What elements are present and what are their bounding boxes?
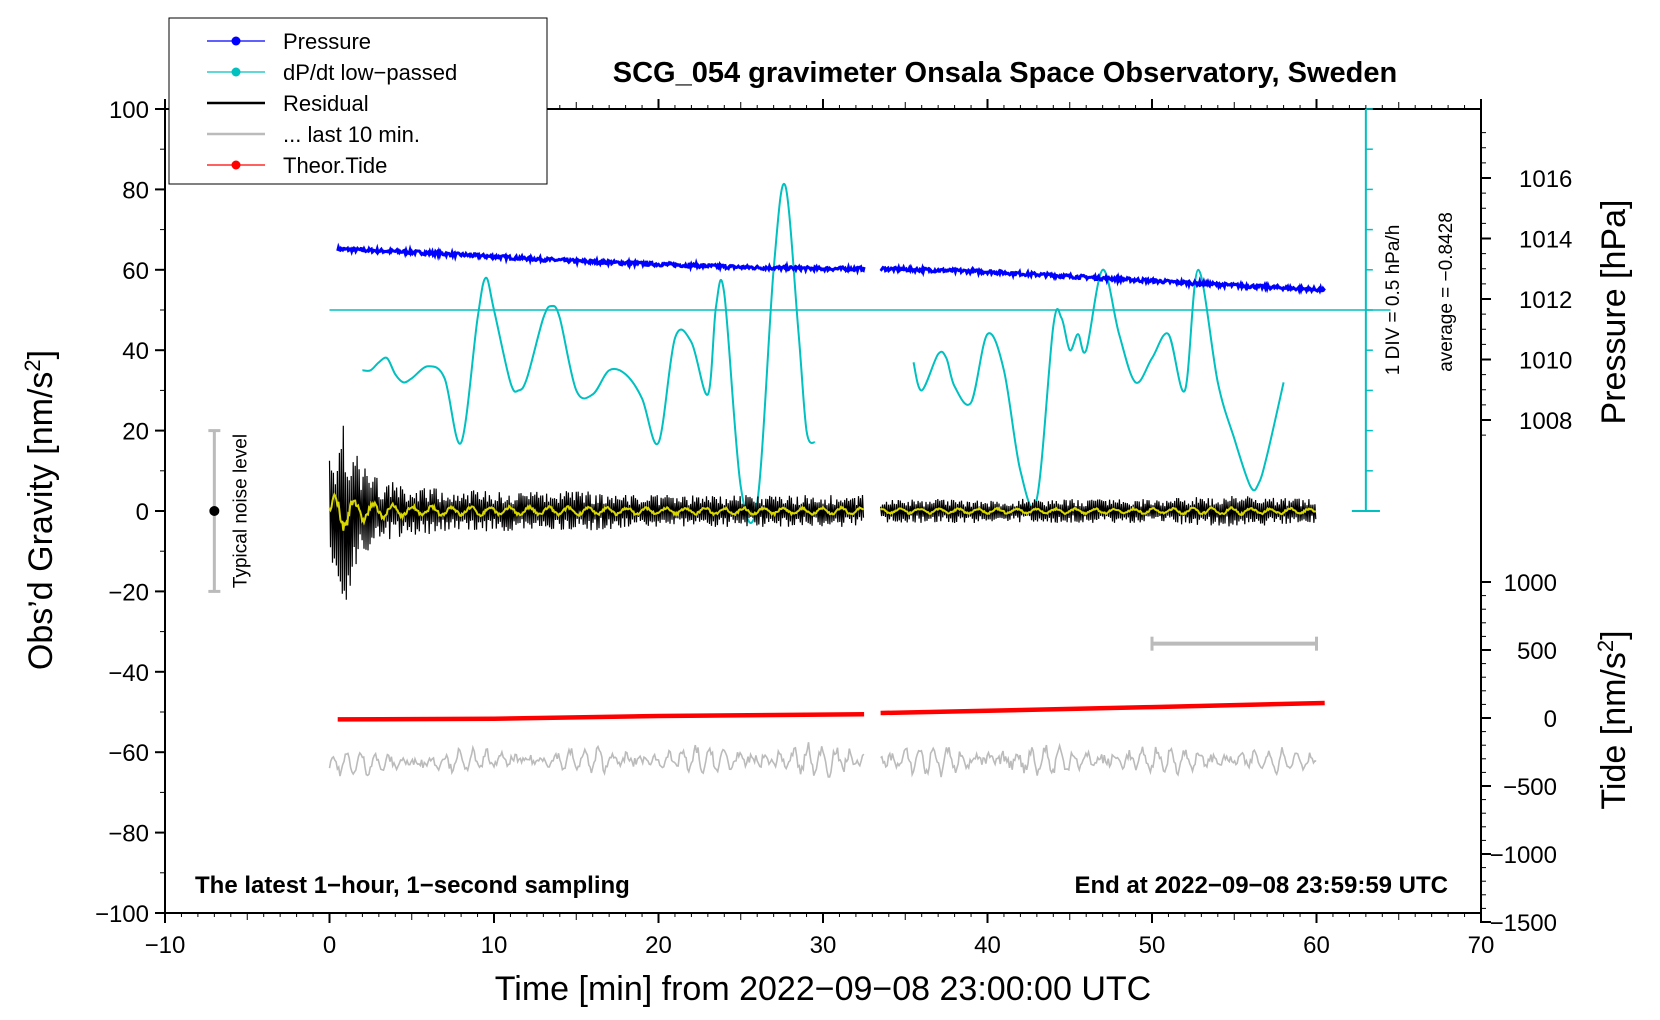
pressure-tick-label: 1012 bbox=[1519, 287, 1572, 314]
y-tick-label: 60 bbox=[122, 258, 149, 285]
y-tick-label: 40 bbox=[122, 338, 149, 365]
residual-smoothed-line bbox=[328, 492, 864, 531]
tide-tick-label: 0 bbox=[1544, 706, 1557, 733]
legend-label: Theor.Tide bbox=[283, 153, 387, 178]
y-tick-label: −100 bbox=[95, 901, 149, 928]
y-axis-label-left-sup: 2 bbox=[20, 359, 45, 371]
y-tick-label: −20 bbox=[108, 579, 149, 606]
tide-tick-label: −1500 bbox=[1490, 910, 1557, 937]
x-tick-label: 10 bbox=[481, 932, 508, 959]
y-axis-label-tide: Tide [nm/s2] bbox=[1593, 630, 1633, 809]
y-tick-label: −80 bbox=[108, 821, 149, 848]
dpdt-average-label: average = −0.8428 bbox=[1436, 212, 1457, 372]
x-tick-label: 40 bbox=[974, 932, 1001, 959]
dpdt-line bbox=[362, 182, 816, 524]
pressure-tick-label: 1010 bbox=[1519, 348, 1572, 375]
tide-line bbox=[337, 711, 865, 722]
y-tick-label: −60 bbox=[108, 740, 149, 767]
last-10min-line bbox=[328, 742, 865, 778]
y-tick-label: 0 bbox=[136, 499, 149, 526]
pressure-line bbox=[336, 242, 866, 276]
noise-bar-label: Typical noise level bbox=[230, 434, 251, 588]
last-10min-line bbox=[880, 742, 1317, 778]
data-series bbox=[328, 182, 1391, 778]
annotation-end-time: End at 2022−09−08 23:59:59 UTC bbox=[1074, 872, 1448, 899]
y-axis-label-left-main: Obs’d Gravity [nm/s bbox=[22, 372, 60, 671]
y-axis-label-left-tail: ] bbox=[22, 350, 60, 359]
pressure-tick-label: 1014 bbox=[1519, 227, 1572, 254]
x-tick-label: 30 bbox=[810, 932, 837, 959]
legend: Pressure dP/dt low−passed Residual ... last… bbox=[168, 17, 548, 185]
x-tick-label: 70 bbox=[1468, 932, 1495, 959]
chart-title: SCG_054 gravimeter Onsala Space Observat… bbox=[613, 57, 1397, 89]
pressure-tick-label: 1016 bbox=[1519, 166, 1572, 193]
noise-bar-center bbox=[209, 506, 220, 516]
y-tick-label: 80 bbox=[122, 177, 149, 204]
pressure-tick-label: 1008 bbox=[1519, 408, 1572, 435]
dpdt-scale-label: 1 DIV = 0.5 hPa/h bbox=[1383, 225, 1404, 376]
x-tick-label: 60 bbox=[1303, 932, 1330, 959]
x-axis-label: Time [min] from 2022−09−08 23:00:00 UTC bbox=[495, 970, 1151, 1008]
y-tick-label: 100 bbox=[109, 97, 149, 124]
y-axis-label-tide-sup: 2 bbox=[1593, 640, 1618, 652]
annotation-sampling: The latest 1−hour, 1−second sampling bbox=[195, 872, 630, 899]
tide-line bbox=[880, 700, 1325, 716]
tide-tick-label: −1000 bbox=[1490, 842, 1557, 869]
y-axis-label-left: Obs’d Gravity [nm/s2] bbox=[20, 350, 60, 670]
y-axis-label-tide-main: Tide [nm/s bbox=[1595, 652, 1633, 809]
legend-label: ... last 10 min. bbox=[283, 122, 420, 147]
legend-label: Pressure bbox=[283, 29, 371, 54]
tide-tick-label: 500 bbox=[1517, 638, 1557, 665]
x-tick-label: 50 bbox=[1139, 932, 1166, 959]
pressure-line bbox=[879, 262, 1326, 296]
legend-label: dP/dt low−passed bbox=[283, 60, 457, 85]
y-axis-label-tide-tail: ] bbox=[1595, 630, 1633, 639]
y-tick-label: 20 bbox=[122, 419, 149, 446]
legend-label: Residual bbox=[283, 91, 369, 116]
legend-marker bbox=[231, 36, 241, 46]
y-axis-label-pressure: Pressure [hPa] bbox=[1595, 200, 1633, 425]
y-tick-label: −40 bbox=[108, 660, 149, 687]
legend-marker bbox=[231, 160, 241, 170]
dpdt-line bbox=[912, 268, 1285, 509]
x-tick-label: −10 bbox=[145, 932, 186, 959]
residual-smoothed-line bbox=[879, 506, 1317, 517]
legend-box bbox=[168, 17, 548, 185]
tide-tick-label: 1000 bbox=[1504, 570, 1557, 597]
chart-annotations: 1 DIV = 0.5 hPa/h average = −0.8428 Typica… bbox=[208, 108, 1457, 651]
legend-marker bbox=[231, 67, 241, 77]
x-tick-label: 0 bbox=[323, 932, 336, 959]
tide-tick-label: −500 bbox=[1503, 774, 1557, 801]
x-tick-label: 20 bbox=[645, 932, 672, 959]
axis-ticks: −10 0 10 20 30 40 50 60 70100806040200−20−40−60−… bbox=[95, 97, 1572, 959]
